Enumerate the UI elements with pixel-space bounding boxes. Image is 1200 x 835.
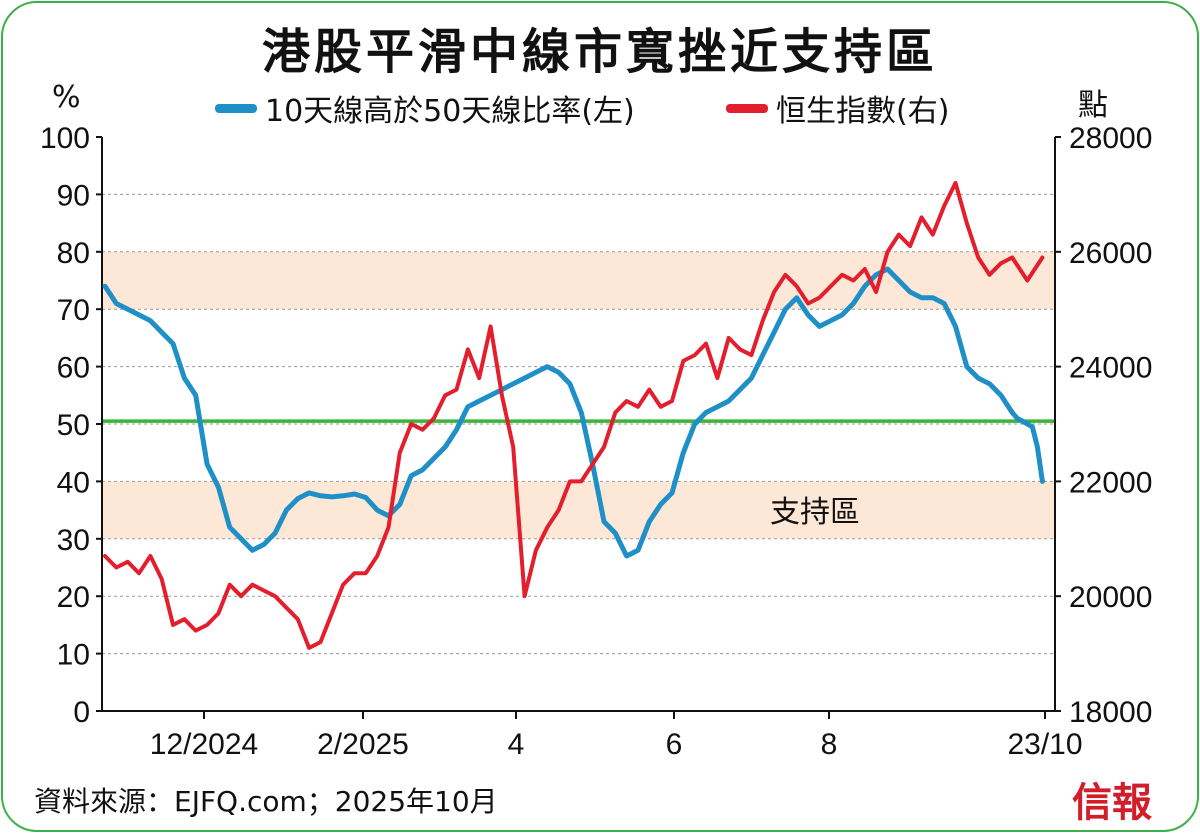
- left-tick-label-2: 20: [57, 581, 90, 614]
- left-tick-label-1: 10: [57, 639, 90, 672]
- left-tick-label-5: 50: [57, 409, 90, 442]
- legend-label-hsi: 恒生指數(右): [776, 94, 950, 129]
- brand-logo: 信報: [1072, 779, 1152, 826]
- right-tick-label-0: 18000: [1069, 696, 1152, 729]
- right-tick-label-2: 22000: [1069, 466, 1152, 499]
- legend-label-breadth: 10天線高於50天線比率(左): [265, 94, 635, 129]
- left-tick-label-6: 60: [57, 352, 90, 385]
- right-tick-label-1: 20000: [1069, 581, 1152, 614]
- left-tick-label-3: 30: [57, 524, 90, 557]
- left-tick-label-0: 0: [73, 696, 90, 729]
- left-axis-unit: %: [52, 80, 81, 115]
- left-tick-label-10: 100: [40, 122, 90, 155]
- band-label: 支持區: [770, 495, 860, 530]
- left-tick-label-7: 70: [57, 294, 90, 327]
- x-tick-label-3: 6: [666, 728, 683, 761]
- left-tick-label-9: 90: [57, 179, 90, 212]
- x-tick-label-1: 2/2025: [317, 728, 409, 761]
- left-tick-label-4: 40: [57, 466, 90, 499]
- support-band-0: [102, 251, 1055, 310]
- legend-swatch-breadth: [215, 103, 257, 113]
- x-tick-label-4: 8: [821, 728, 838, 761]
- legend-swatch-hsi: [726, 103, 768, 113]
- x-tick-label-2: 4: [508, 728, 525, 761]
- chart-title: 港股平滑中線市寬挫近支持區: [261, 24, 938, 80]
- source-note: 資料來源：EJFQ.com；2025年10月: [34, 785, 498, 818]
- legend: 10天線高於50天線比率(左) 恒生指數(右): [0, 86, 1200, 129]
- series-line-hsi: [103, 180, 1045, 650]
- right-tick-label-5: 28000: [1069, 122, 1152, 155]
- right-axis-unit: 點: [1078, 88, 1108, 123]
- right-tick-label-3: 24000: [1069, 352, 1152, 385]
- x-tick-label-0: 12/2024: [150, 728, 258, 761]
- left-tick-label-8: 80: [57, 237, 90, 270]
- right-tick-label-4: 26000: [1069, 237, 1152, 270]
- legend-item-hsi: 恒生指數(右): [726, 86, 949, 130]
- x-tick-label-5: 23/10: [1007, 728, 1082, 761]
- legend-item-breadth: 10天線高於50天線比率(左): [215, 86, 635, 130]
- support-band-1: [102, 481, 1055, 539]
